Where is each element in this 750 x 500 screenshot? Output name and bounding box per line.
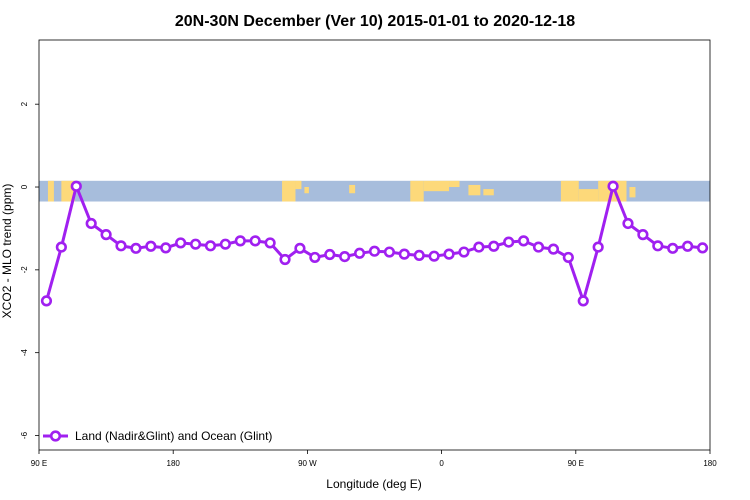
data-point bbox=[324, 248, 336, 261]
data-point bbox=[368, 245, 381, 257]
land-region bbox=[47, 180, 54, 202]
data-point bbox=[309, 251, 321, 264]
x-tick-label: 90 E bbox=[568, 459, 584, 468]
data-point bbox=[264, 237, 276, 249]
land-region bbox=[295, 180, 302, 190]
land-ocean-map-band bbox=[39, 180, 710, 202]
land-region bbox=[560, 180, 579, 202]
data-point bbox=[652, 240, 664, 252]
data-point bbox=[353, 247, 366, 259]
legend-label: Land (Nadir&Glint) and Ocean (Glint) bbox=[75, 429, 272, 443]
y-tick-label: -2 bbox=[20, 266, 29, 274]
data-point bbox=[562, 251, 574, 264]
data-point bbox=[40, 295, 53, 307]
land-region bbox=[468, 184, 481, 196]
data-point bbox=[428, 250, 440, 262]
ocean-band bbox=[39, 180, 710, 202]
land-region bbox=[483, 189, 494, 196]
x-tick-label: 180 bbox=[703, 459, 717, 468]
data-point bbox=[100, 229, 112, 241]
data-point bbox=[204, 240, 217, 252]
x-axis: 90 E 180 90 W 0 90 E 180 bbox=[31, 450, 717, 468]
data-point bbox=[682, 240, 694, 252]
data-point bbox=[70, 180, 82, 192]
data-point bbox=[503, 236, 515, 248]
data-point bbox=[488, 240, 500, 252]
data-point bbox=[145, 240, 157, 252]
data-point bbox=[518, 235, 530, 247]
land-region bbox=[304, 187, 309, 194]
data-point bbox=[696, 242, 709, 254]
data-point bbox=[85, 217, 97, 230]
y-axis: 2 0 -2 -4 -6 bbox=[20, 101, 39, 439]
x-axis-label: Longitude (deg E) bbox=[326, 477, 421, 491]
y-tick-label: -6 bbox=[20, 431, 29, 439]
data-point bbox=[622, 217, 634, 230]
y-axis-label: XCO2 - MLO trend (ppm) bbox=[0, 184, 14, 319]
y-tick-label: 0 bbox=[20, 184, 29, 189]
data-point bbox=[189, 238, 202, 250]
data-point bbox=[398, 248, 410, 260]
data-point bbox=[473, 241, 485, 253]
data-point bbox=[55, 241, 67, 253]
land-region bbox=[423, 180, 450, 192]
data-point bbox=[160, 242, 172, 254]
data-point bbox=[577, 295, 589, 307]
y-tick-label: 2 bbox=[20, 101, 29, 106]
data-point bbox=[115, 240, 127, 252]
land-region bbox=[410, 180, 424, 202]
x-tick-label: 90 W bbox=[298, 459, 317, 468]
land-region bbox=[282, 180, 296, 202]
data-point bbox=[175, 237, 187, 249]
land-region bbox=[349, 184, 356, 194]
x-tick-label: 0 bbox=[439, 459, 444, 468]
series bbox=[40, 180, 709, 307]
data-point bbox=[458, 246, 470, 258]
land-region bbox=[449, 180, 460, 188]
chart-title: 20N-30N December (Ver 10) 2015-01-01 to … bbox=[175, 13, 575, 30]
data-point bbox=[667, 242, 679, 254]
data-point bbox=[532, 241, 545, 253]
data-point bbox=[607, 180, 619, 192]
series-line bbox=[45, 184, 703, 303]
data-point bbox=[279, 253, 291, 266]
x-tick-label: 90 E bbox=[31, 459, 47, 468]
data-point bbox=[294, 242, 306, 254]
data-point bbox=[249, 235, 261, 247]
data-point bbox=[219, 238, 231, 250]
land-region bbox=[578, 189, 599, 202]
land-region bbox=[629, 187, 636, 198]
data-point bbox=[383, 246, 396, 258]
data-point bbox=[413, 249, 425, 261]
data-point bbox=[234, 235, 246, 247]
data-point bbox=[547, 243, 560, 255]
y-tick-label: -4 bbox=[20, 349, 29, 357]
legend-marker bbox=[49, 430, 62, 442]
legend: Land (Nadir&Glint) and Ocean (Glint) bbox=[43, 429, 272, 443]
data-point bbox=[592, 241, 604, 253]
plot-frame bbox=[38, 39, 711, 451]
data-point bbox=[443, 248, 455, 260]
data-point bbox=[130, 242, 142, 254]
data-point bbox=[637, 229, 649, 241]
data-point bbox=[339, 250, 351, 263]
x-tick-label: 180 bbox=[167, 459, 181, 468]
